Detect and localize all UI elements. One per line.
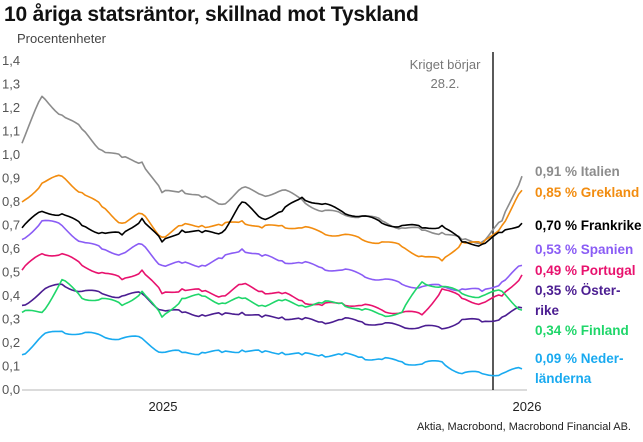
x-tick-label: 2026 <box>513 399 542 414</box>
series-label-nederländerna: 0,09 % Neder- <box>535 351 624 366</box>
series-line-österrike <box>21 283 523 330</box>
series-label-österrike: 0,35 % Öster- <box>535 283 621 298</box>
series-label-finland: 0,34 % Finland <box>535 323 629 338</box>
series-line-nederländerna <box>21 330 523 377</box>
y-tick-label: 0,2 <box>2 335 20 350</box>
chart-title: 10 åriga statsräntor, skillnad mot Tyskl… <box>4 3 419 26</box>
event-label: Kriget börjar <box>410 57 481 72</box>
y-tick-label: 0,1 <box>2 359 20 374</box>
y-tick-label: 0,5 <box>2 265 20 280</box>
source-note: Aktia, Macrobond, Macrobond Financial AB… <box>416 421 631 433</box>
series-label-grekland: 0,85 % Grekland <box>535 185 639 200</box>
x-tick-label: 2025 <box>149 399 178 414</box>
y-tick-label: 0,8 <box>2 194 20 209</box>
y-tick-label: 1,1 <box>2 124 20 139</box>
series-label-nederländerna-cont: länderna <box>535 371 592 386</box>
y-tick-label: 1,3 <box>2 77 20 92</box>
series-line-spanien <box>21 219 523 293</box>
y-tick-label: 1,4 <box>2 53 20 68</box>
event-date-label: 28.2. <box>431 76 460 91</box>
series-label-österrike-cont: rike <box>535 303 560 318</box>
series-line-frankrike <box>21 196 523 247</box>
series-label-italien: 0,91 % Italien <box>535 164 620 179</box>
y-tick-label: 0,0 <box>2 382 20 397</box>
series-line-grekland <box>21 174 523 262</box>
y-tick-label: 0,3 <box>2 312 20 327</box>
y-tick-label: 0,4 <box>2 288 20 303</box>
series-line-portugal <box>21 252 523 316</box>
y-tick-label: 1,2 <box>2 100 20 115</box>
y-tick-label: 0,9 <box>2 171 20 186</box>
series-line-italien <box>21 95 523 245</box>
series-label-portugal: 0,49 % Portugal <box>535 263 636 278</box>
series-label-spanien: 0,53 % Spanien <box>535 242 633 257</box>
y-tick-label: 0,6 <box>2 241 20 256</box>
y-tick-label: 0,7 <box>2 218 20 233</box>
y-axis-label: Procentenheter <box>17 31 106 46</box>
series-label-frankrike: 0,70 % Frankrike <box>535 218 642 233</box>
y-tick-label: 1,0 <box>2 147 20 162</box>
series-line-finland <box>21 278 523 318</box>
